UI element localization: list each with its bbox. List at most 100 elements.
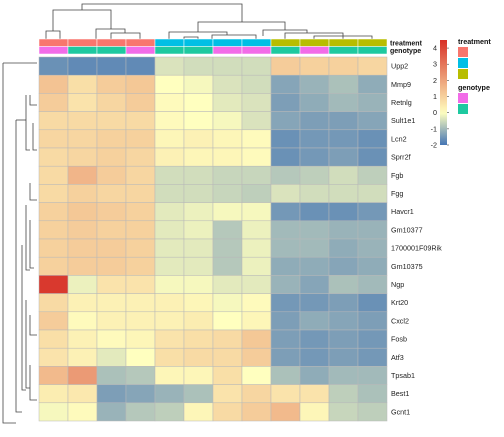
heatmap-cell	[241, 184, 272, 203]
heatmap-cell	[299, 184, 330, 203]
heatmap-cell	[270, 202, 301, 222]
heatmap-cell	[67, 347, 98, 367]
heatmap-cell	[328, 184, 359, 203]
row-label: Atf3	[391, 353, 404, 362]
heatmap-cell	[96, 147, 127, 167]
annotation-cell-genotype	[270, 46, 301, 55]
heatmap-cell	[67, 384, 98, 404]
heatmap-cell	[357, 275, 388, 294]
heatmap-cell	[270, 56, 301, 76]
heatmap-cell	[357, 256, 388, 276]
color-legend-tick-label: -2	[431, 141, 437, 150]
heatmap-cell	[38, 384, 69, 404]
heatmap-cell	[154, 329, 185, 349]
heatmap-cell	[67, 329, 98, 349]
track-label-treatment: treatment	[390, 41, 423, 48]
annotation-cell-genotype	[183, 46, 214, 55]
heatmap-cell	[38, 56, 69, 76]
row-label: Lcn2	[391, 134, 407, 143]
heatmap-cell	[357, 147, 388, 167]
heatmap-cell	[154, 93, 185, 112]
heatmap-cell	[183, 147, 214, 167]
annotation-cell-treatment	[328, 38, 359, 47]
heatmap-cell	[241, 93, 272, 112]
row-label: Sprr2f	[391, 153, 411, 162]
heatmap-cell	[96, 275, 127, 294]
heatmap-cell	[270, 329, 301, 349]
heatmap-cell	[212, 184, 243, 203]
heatmap-cell	[357, 129, 388, 149]
heatmap-cell	[183, 220, 214, 240]
heatmap-cell	[299, 93, 330, 112]
heatmap-cell	[183, 347, 214, 367]
heatmap-cell	[212, 111, 243, 131]
heatmap-cell	[38, 329, 69, 349]
heatmap-cell	[357, 56, 388, 76]
heatmap-cell	[154, 111, 185, 131]
heatmap-cell	[154, 202, 185, 222]
color-legend: 4 3 2 1 0 -1 -2	[431, 40, 449, 150]
heatmap-cell	[125, 329, 156, 349]
annotation-cell-genotype	[328, 46, 359, 55]
row-label: Krt20	[391, 298, 408, 307]
heatmap-cell	[212, 74, 243, 94]
annotation-cell-genotype	[125, 46, 156, 55]
heatmap-cell	[299, 347, 330, 367]
heatmap-cell	[125, 220, 156, 240]
heatmap-cell	[67, 293, 98, 313]
heatmap-cell	[328, 220, 359, 240]
heatmap-cell	[38, 220, 69, 240]
heatmap-cell	[328, 202, 359, 222]
heatmap-cell	[125, 238, 156, 258]
heatmap-cell	[38, 184, 69, 203]
heatmap-cell	[270, 147, 301, 167]
heatmap-cell	[212, 311, 243, 331]
annotation-legend-swatch-genotype	[458, 104, 468, 114]
heatmap-cell	[125, 256, 156, 276]
heatmap-cell	[328, 74, 359, 94]
heatmap-cell	[212, 238, 243, 258]
row-label: Gcnt1	[391, 407, 410, 416]
heatmap-cell	[328, 347, 359, 367]
heatmap-cell	[154, 384, 185, 404]
annotation-cell-treatment	[183, 38, 214, 47]
heatmap-cell	[67, 275, 98, 294]
heatmap-cell	[183, 111, 214, 131]
color-legend-tick-label: -1	[431, 124, 437, 133]
heatmap-cell	[328, 238, 359, 258]
heatmap-cell	[328, 165, 359, 185]
heatmap-cell	[38, 147, 69, 167]
annotation-cell-genotype	[299, 46, 330, 55]
heatmap-cell	[299, 165, 330, 185]
row-labels: Upp2 Mmp9 Retnlg Sult1e1 Lcn2 Sprr2f Fgb Fgg Hav…	[391, 62, 442, 417]
heatmap-cell	[357, 238, 388, 258]
heatmap-cell	[154, 366, 185, 385]
heatmap-cell	[212, 202, 243, 222]
color-legend-tick-label: 1	[433, 92, 437, 101]
heatmap-cell	[299, 402, 330, 422]
heatmap-cell	[125, 147, 156, 167]
heatmap-cell	[38, 202, 69, 222]
heatmap-cell	[183, 165, 214, 185]
annotation-legend-swatch-genotype	[458, 93, 468, 103]
heatmap-cell	[241, 111, 272, 131]
heatmap-cell	[357, 202, 388, 222]
heatmap-cell	[270, 347, 301, 367]
heatmap-cell	[241, 238, 272, 258]
heatmap-cell	[154, 311, 185, 331]
heatmap-cell	[38, 293, 69, 313]
annotation-cell-treatment	[299, 38, 330, 47]
color-legend-tick-label: 4	[433, 44, 437, 53]
heatmap-cell	[125, 402, 156, 422]
heatmap-cell	[270, 256, 301, 276]
heatmap-cell	[96, 293, 127, 313]
row-label: Fgg	[391, 189, 403, 198]
heatmap-cell	[96, 384, 127, 404]
heatmap-cell	[154, 165, 185, 185]
track-label-genotype: genotype	[390, 48, 421, 55]
row-label: Gm10375	[391, 262, 423, 271]
heatmap-cell	[241, 220, 272, 240]
heatmap-cell	[270, 293, 301, 313]
heatmap-cell	[183, 202, 214, 222]
